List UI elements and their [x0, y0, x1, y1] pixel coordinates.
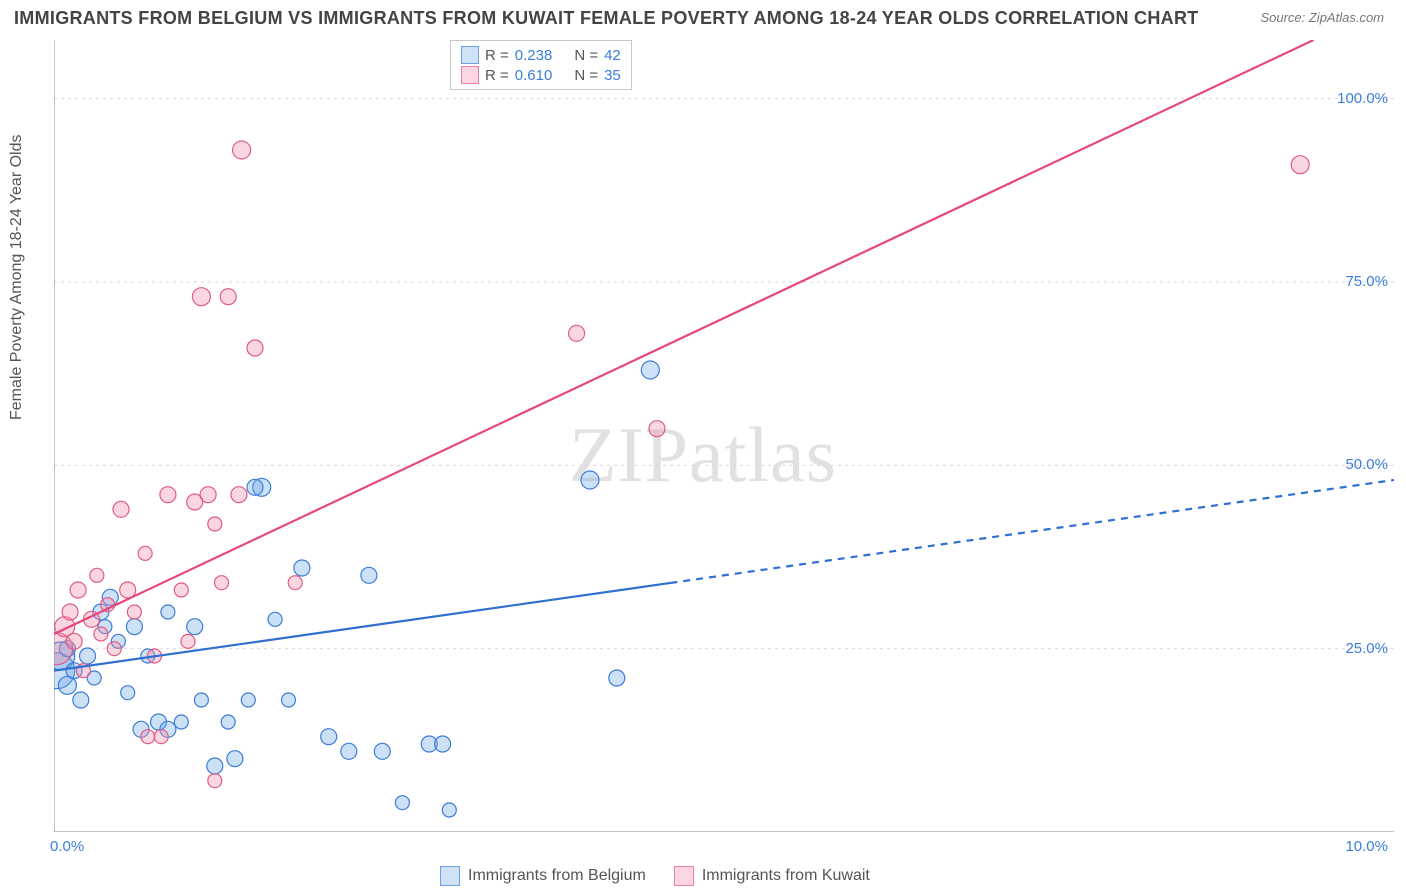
series-legend-label: Immigrants from Kuwait [702, 867, 870, 885]
stat-label: R = [485, 47, 509, 64]
y-axis-label: Female Poverty Among 18-24 Year Olds [8, 135, 26, 421]
legend-swatch [461, 66, 479, 84]
chart-svg [54, 40, 1394, 832]
series-legend-item: Immigrants from Kuwait [674, 866, 870, 886]
stats-row: R = 0.610 N = 35 [461, 65, 621, 85]
stat-value: 42 [604, 47, 621, 64]
legend-swatch [674, 866, 694, 886]
y-tick-label: 75.0% [1345, 273, 1388, 290]
y-tick-label: 50.0% [1345, 456, 1388, 473]
series-legend: Immigrants from Belgium Immigrants from … [440, 866, 870, 886]
stat-value: 0.610 [515, 67, 553, 84]
stat-value: 0.238 [515, 47, 553, 64]
series-legend-item: Immigrants from Belgium [440, 866, 646, 886]
x-tick-label: 10.0% [1345, 838, 1388, 855]
stat-value: 35 [604, 67, 621, 84]
y-tick-label: 25.0% [1345, 640, 1388, 657]
series-legend-label: Immigrants from Belgium [468, 867, 646, 885]
chart-title: IMMIGRANTS FROM BELGIUM VS IMMIGRANTS FR… [14, 8, 1199, 29]
stats-legend: R = 0.238 N = 42 R = 0.610 N = 35 [450, 40, 632, 90]
source-attribution: Source: ZipAtlas.com [1260, 10, 1384, 25]
x-tick-label: 0.0% [50, 838, 84, 855]
y-tick-label: 100.0% [1337, 90, 1388, 107]
stat-label: R = [485, 67, 509, 84]
stat-label: N = [574, 67, 598, 84]
legend-swatch [440, 866, 460, 886]
legend-swatch [461, 46, 479, 64]
stats-row: R = 0.238 N = 42 [461, 45, 621, 65]
scatter-chart [54, 40, 1394, 832]
stat-label: N = [574, 47, 598, 64]
